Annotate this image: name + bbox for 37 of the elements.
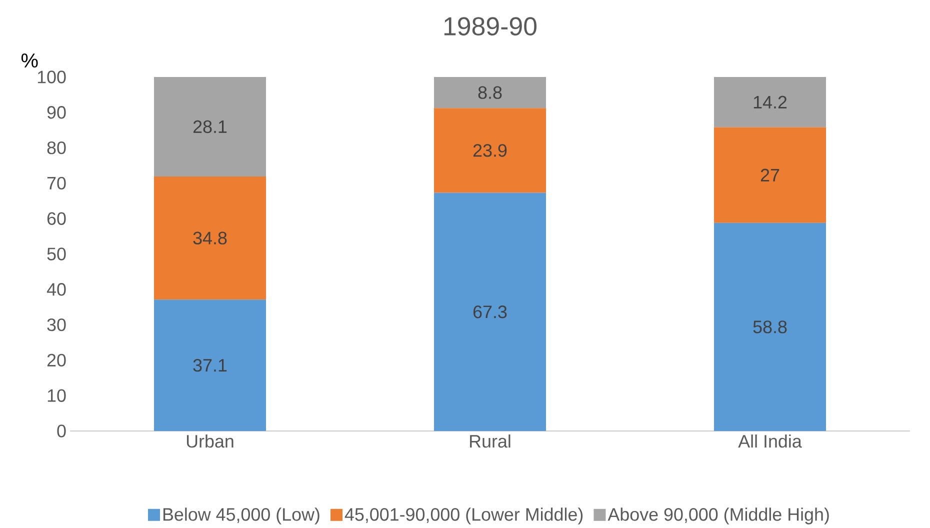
- data-label: 27: [760, 168, 780, 182]
- y-tick-label: 40: [46, 283, 66, 296]
- data-label: 8.8: [478, 86, 502, 99]
- bar: [714, 222, 826, 431]
- y-tick-label: 10: [48, 389, 66, 402]
- legend-label: 45,001-90,000 (Lower Middle): [344, 508, 583, 524]
- chart-title: 1989-90: [444, 17, 536, 36]
- y-tick-label: 90: [47, 106, 66, 119]
- bar: [714, 76, 826, 128]
- data-label: 67.3: [473, 306, 507, 318]
- x-tick-label: Urban: [186, 434, 234, 448]
- y-axis-title: %: [21, 54, 38, 68]
- y-tick-label: 80: [47, 141, 66, 154]
- y-tick-label: 20: [47, 354, 66, 367]
- bar: [154, 176, 266, 300]
- y-tick-label: 50: [47, 248, 66, 260]
- x-tick-label: Rural: [470, 434, 510, 448]
- y-tick-label: 70: [47, 176, 66, 190]
- y-tick-label: 100: [38, 70, 66, 84]
- x-tick-label: All India: [738, 434, 802, 448]
- bar: [714, 127, 826, 223]
- data-label: 23.9: [473, 144, 507, 157]
- bar: [434, 76, 546, 108]
- data-label: 34.8: [193, 232, 227, 244]
- legend-label: Above 90,000 (Middle High): [608, 508, 829, 524]
- y-tick-label: 0: [57, 424, 66, 438]
- y-tick-label: 30: [47, 318, 66, 332]
- bar: [154, 76, 266, 176]
- data-label: 14.2: [754, 96, 787, 108]
- data-label: 37.1: [193, 358, 227, 372]
- bar: [434, 108, 546, 193]
- data-label: 58.8: [753, 320, 787, 334]
- bar: [434, 192, 546, 431]
- data-label: 28.1: [193, 120, 227, 134]
- y-tick-label: 60: [47, 212, 66, 225]
- legend-label: Below 45,000 (Low): [163, 508, 320, 524]
- bar: [154, 300, 266, 431]
